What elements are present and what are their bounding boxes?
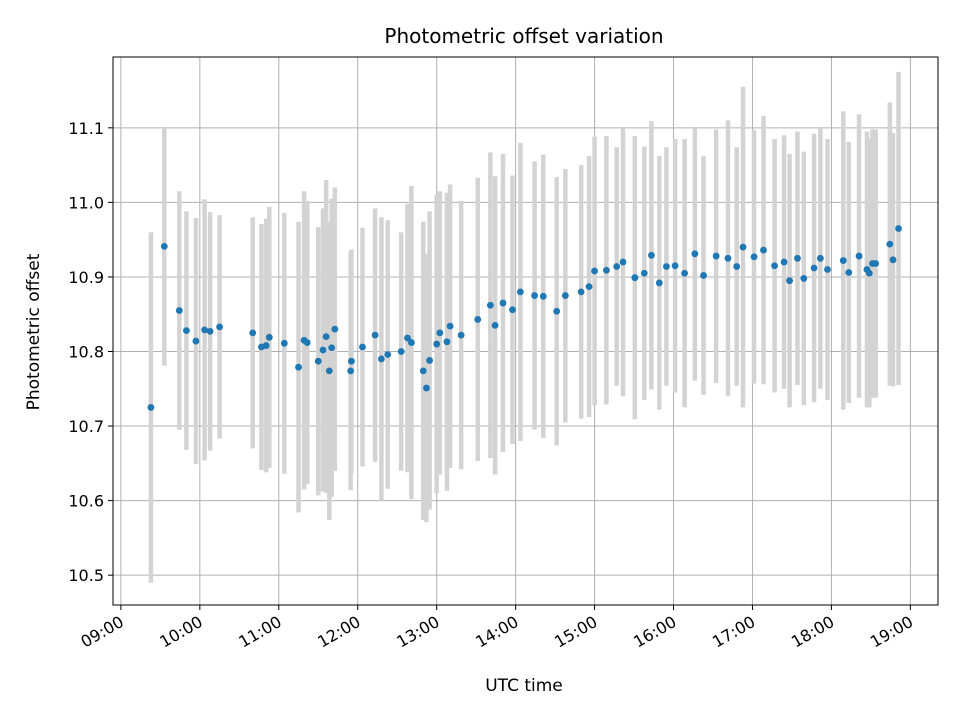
data-point: [750, 253, 758, 261]
data-point: [603, 266, 610, 274]
data-point: [446, 322, 454, 330]
data-point: [331, 325, 339, 333]
y-tick-label: 10.8: [68, 343, 104, 362]
data-point: [419, 367, 427, 375]
data-point: [800, 275, 808, 282]
data-point: [147, 404, 155, 411]
data-point: [561, 292, 569, 299]
data-point: [810, 264, 818, 272]
data-point: [262, 342, 270, 349]
data-point: [328, 344, 336, 352]
data-point: [691, 250, 699, 258]
data-point: [509, 306, 516, 314]
data-point: [201, 326, 208, 334]
data-point: [516, 288, 524, 296]
data-point: [371, 331, 379, 339]
data-point: [404, 334, 411, 342]
data-point: [712, 252, 720, 260]
data-point: [397, 348, 405, 355]
data-point: [889, 256, 897, 264]
data-point: [443, 338, 451, 346]
data-point: [577, 288, 585, 296]
y-axis-ticks: 10.5 10.6 10.7 10.8 10.9 11.0 11.1: [68, 119, 113, 585]
data-point: [384, 351, 392, 358]
data-point: [192, 337, 200, 345]
data-point: [739, 243, 747, 251]
y-tick-label: 10.6: [68, 492, 104, 511]
data-points: [147, 225, 902, 411]
data-point: [895, 225, 902, 232]
data-point: [648, 251, 655, 259]
data-point: [724, 254, 732, 262]
data-point: [160, 242, 168, 250]
data-point: [499, 299, 507, 307]
y-tick-label: 10.5: [68, 566, 104, 585]
y-tick-label: 11.0: [68, 193, 104, 212]
data-point: [359, 343, 366, 351]
data-point: [319, 346, 327, 354]
data-point: [613, 263, 621, 270]
data-point: [865, 269, 873, 277]
data-point: [206, 327, 214, 335]
data-point: [457, 331, 465, 339]
data-point: [780, 258, 788, 266]
data-point: [681, 269, 688, 277]
data-point: [786, 277, 793, 285]
data-point: [839, 257, 847, 264]
data-point: [671, 262, 679, 270]
data-point: [426, 357, 433, 364]
data-point: [491, 322, 499, 329]
data-point: [322, 333, 330, 340]
data-point: [824, 266, 831, 273]
data-point: [280, 339, 288, 347]
y-tick-label: 10.7: [68, 417, 104, 436]
data-point: [663, 263, 670, 270]
data-point: [619, 258, 627, 266]
data-point: [474, 316, 482, 323]
data-point: [295, 363, 302, 371]
data-point: [640, 269, 648, 277]
y-tick-label: 10.9: [68, 268, 104, 287]
data-point: [265, 333, 273, 341]
data-point: [886, 240, 894, 248]
data-point: [794, 254, 801, 262]
data-point: [760, 246, 767, 254]
data-point: [347, 367, 355, 375]
data-point: [531, 292, 538, 299]
data-point: [733, 263, 741, 270]
data-point: [175, 307, 183, 314]
data-point: [436, 329, 444, 337]
data-point: [423, 384, 430, 392]
data-point: [655, 279, 663, 287]
data-point: [872, 260, 880, 267]
data-point: [631, 274, 639, 282]
data-point: [408, 339, 415, 346]
data-point: [303, 339, 311, 346]
data-point: [433, 340, 441, 348]
data-point: [816, 254, 824, 262]
data-point: [771, 262, 778, 270]
data-point: [216, 323, 223, 331]
data-point: [325, 367, 333, 375]
data-point: [348, 357, 355, 365]
data-point: [553, 307, 561, 315]
data-point: [539, 292, 547, 300]
y-tick-label: 11.1: [68, 119, 104, 138]
data-point: [591, 267, 598, 275]
data-point: [378, 355, 385, 363]
x-axis-label: UTC time: [485, 676, 563, 696]
data-point: [314, 357, 322, 365]
data-point: [585, 283, 593, 291]
data-point: [700, 272, 707, 279]
data-point: [486, 301, 494, 309]
data-point: [855, 252, 863, 260]
chart-title: Photometric offset variation: [384, 24, 663, 48]
data-point: [845, 269, 853, 276]
y-axis-label: Photometric offset: [24, 253, 44, 410]
data-point: [249, 329, 257, 337]
data-point: [183, 327, 190, 335]
plot-frame: [112, 56, 939, 606]
